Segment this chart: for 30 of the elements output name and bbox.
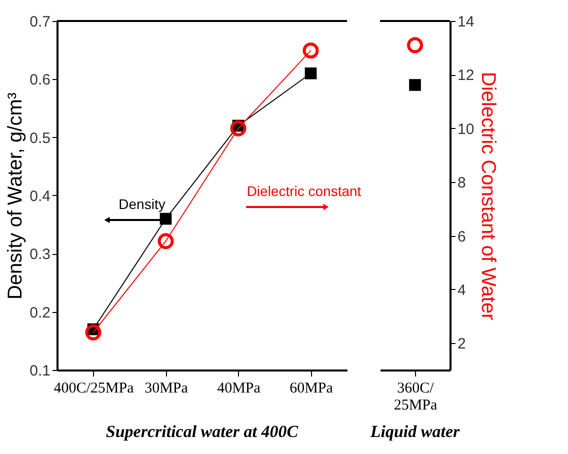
point	[158, 233, 174, 250]
point	[302, 42, 319, 59]
x-tick-label: 30MPa	[144, 380, 188, 396]
series-label: Density	[118, 196, 166, 212]
y2-axis-title: Dielectric Constant of Water	[477, 72, 500, 320]
y2-tick-label: 2	[458, 336, 466, 353]
text: Liquid water	[369, 422, 460, 441]
text: Dielectric constant	[246, 183, 362, 199]
y-tick-label: 0.1	[30, 362, 50, 380]
y2-tick-label: 4	[458, 282, 466, 299]
y2-tick-label: 8	[458, 174, 466, 192]
y2-tick-label: 6	[458, 228, 466, 246]
text: Supercritical water at 400C	[106, 422, 299, 441]
y-tick-label: 0.2	[30, 304, 50, 322]
y-tick-label: 0.5	[30, 130, 50, 147]
x-tick-label: 360C/ 25MPa	[394, 380, 438, 414]
point	[230, 120, 246, 136]
y-axis-title: Density of Water, g/cm³	[4, 92, 27, 300]
x-tick-label: 60MPa	[290, 380, 334, 396]
y-tick-label: 0.7	[30, 14, 50, 30]
y2-tick-label: 10	[458, 120, 474, 138]
y-tick-label: 0.6	[30, 72, 50, 89]
y-tick-label: 0.3	[30, 246, 50, 264]
y-tick-label: 0.4	[30, 188, 50, 205]
y2-tick-label: 12	[458, 67, 474, 84]
point	[304, 67, 317, 80]
y2-tick-label: 14	[458, 14, 474, 30]
x-tick-label: 40MPa	[217, 380, 261, 396]
x-tick-label: 400C/25MPa	[54, 380, 134, 396]
point	[85, 324, 102, 340]
